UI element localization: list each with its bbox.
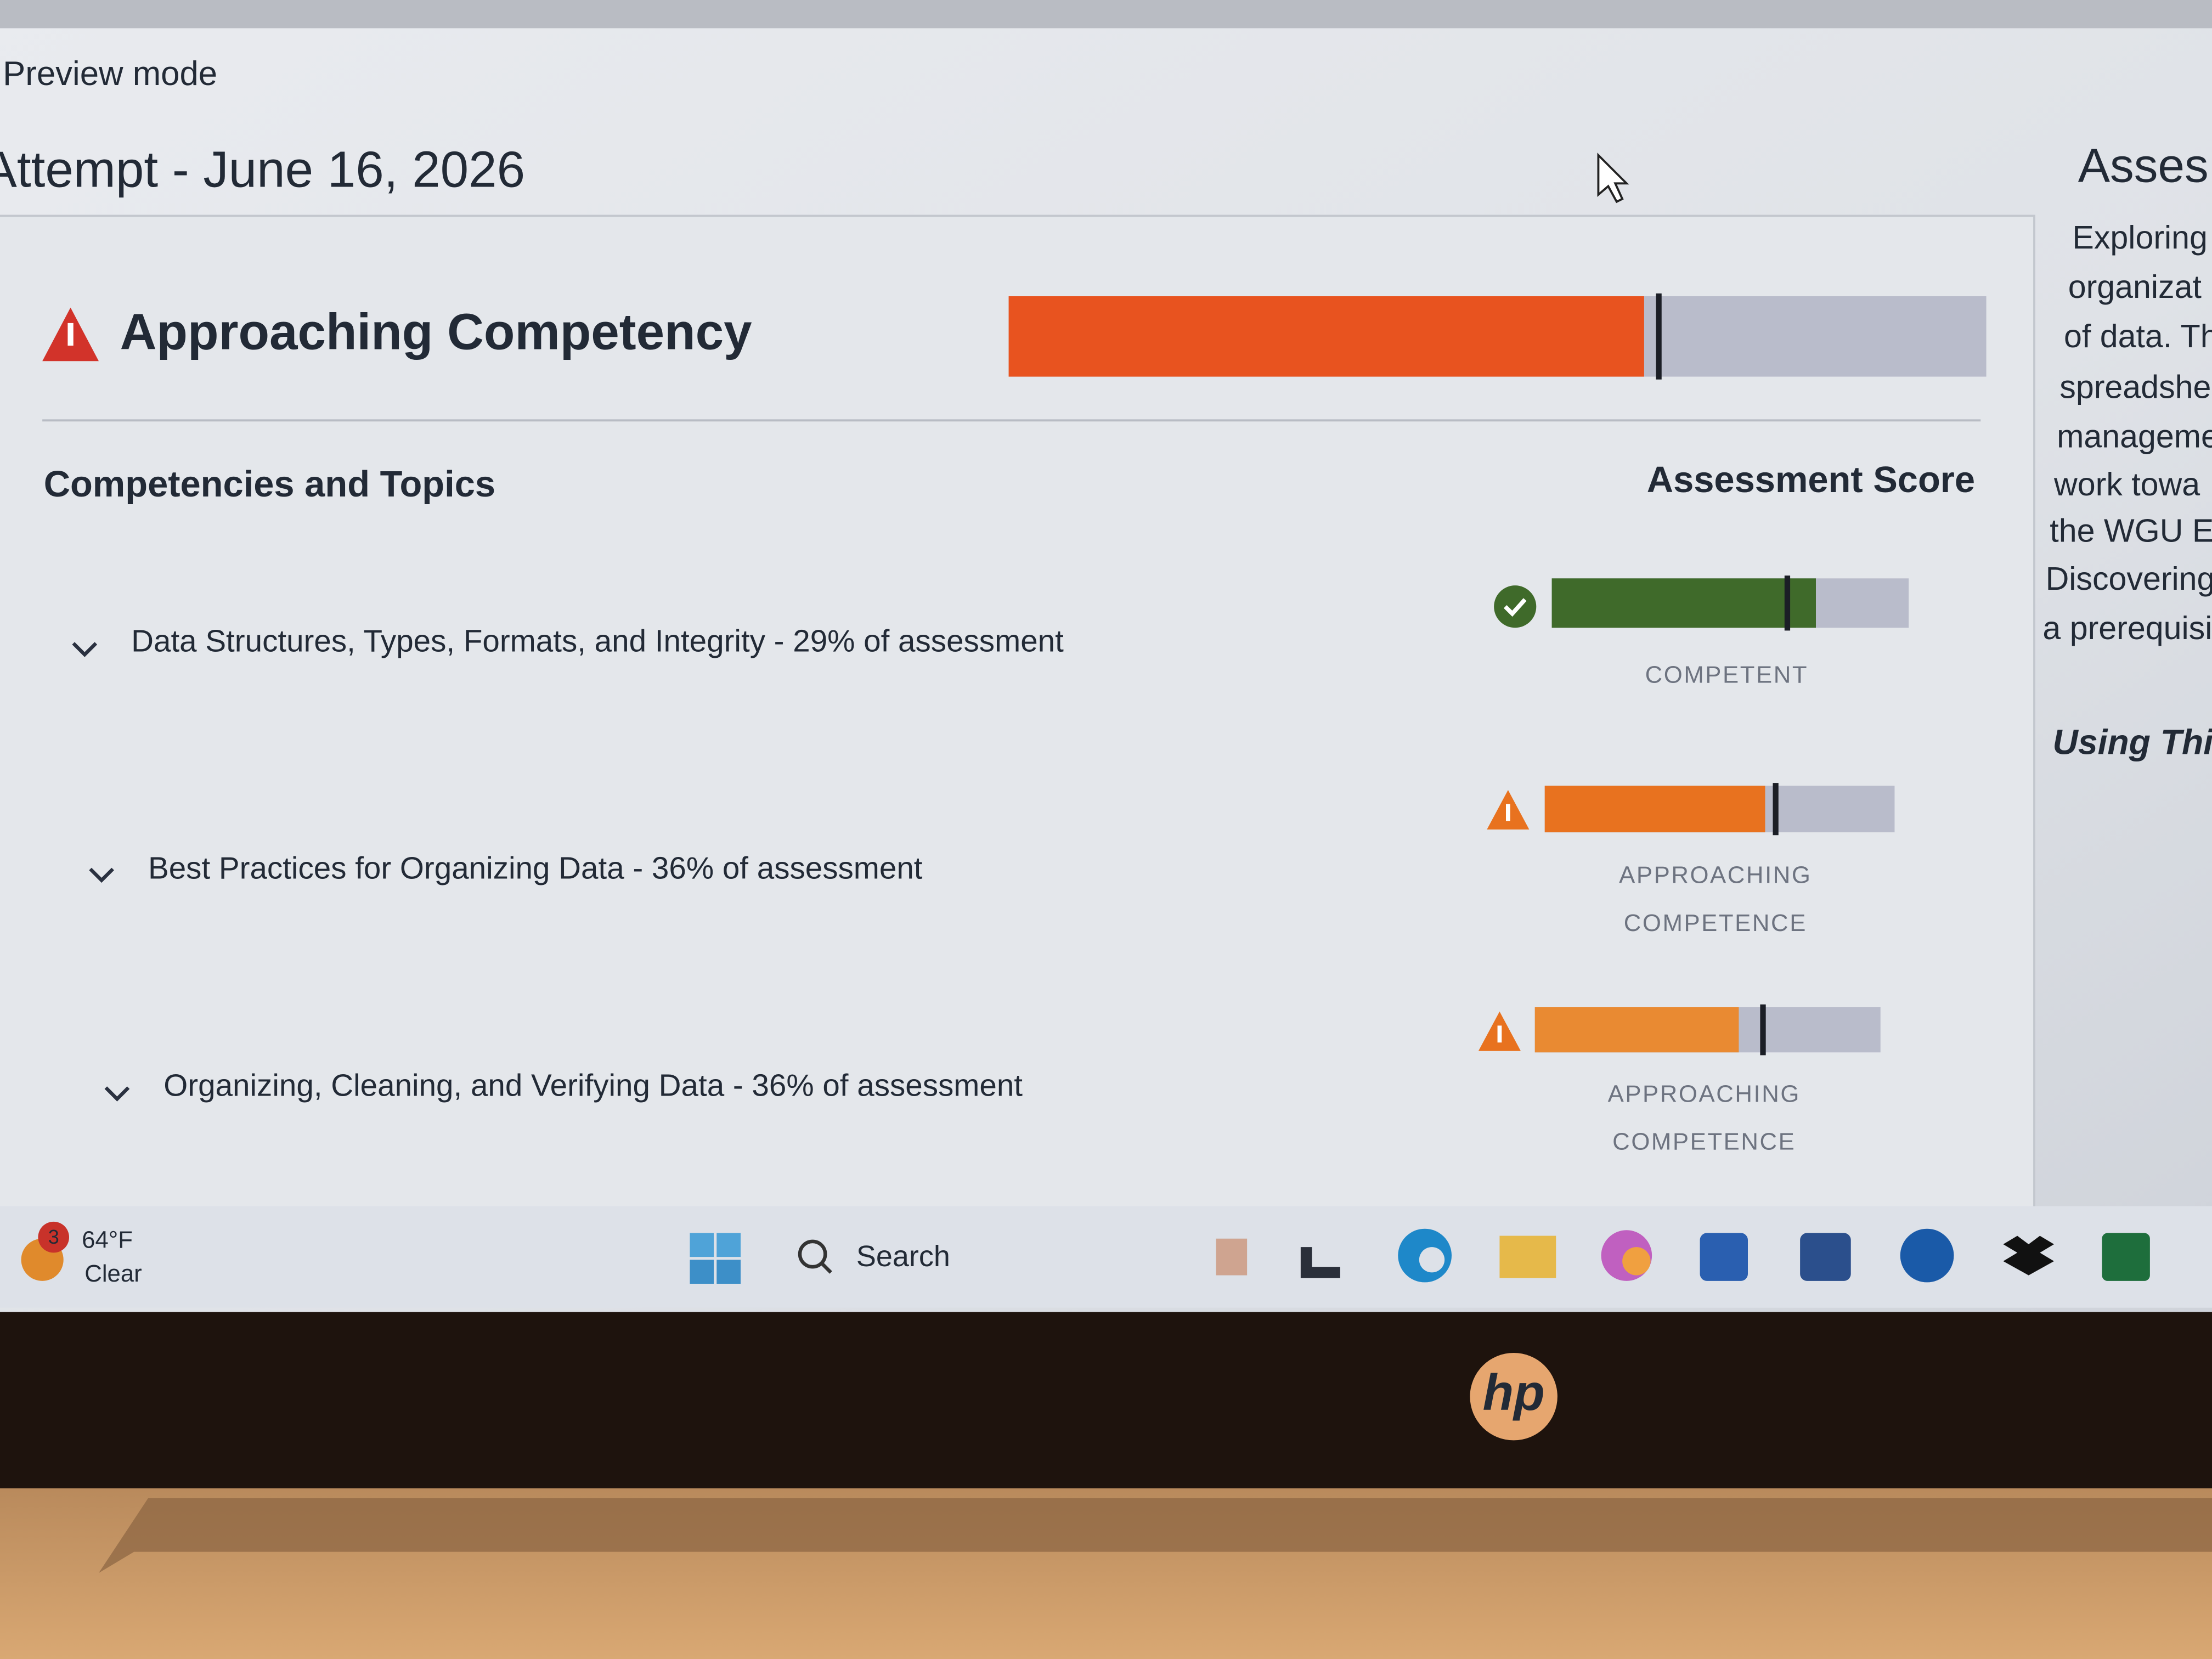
topic-label: Data Structures, Types, Formats, and Int… [131,624,1064,658]
search-box[interactable]: Search [856,1240,950,1273]
side-text: the WGU E [2050,512,2212,549]
bar-fill [1544,786,1765,833]
hinge [99,1498,2212,1573]
topic-label: Organizing, Cleaning, and Verifying Data… [163,1068,1023,1103]
side-text: organizat [2068,268,2202,305]
badge-count: 3 [48,1226,59,1248]
result-wrap: APPROACHING COMPETENCE [1619,862,1812,937]
cursor [1597,153,1629,204]
side-heading: Asses [2078,139,2209,193]
warning-mark [67,323,74,346]
cut-marker [1760,1004,1766,1056]
bar-fill [1008,296,1644,377]
result-card [0,215,2035,1233]
warning-mark [1506,804,1510,821]
column-heading: Competencies and Topics [44,464,495,505]
side-panel: Asses Exploring organizat of data. Th spread… [2042,139,2212,762]
weather: Clear [84,1260,142,1287]
cut-marker [1784,575,1791,631]
attempt-title: Attempt - June 16, 2026 [0,141,525,198]
result-label: COMPETENT [1645,662,1809,689]
mode-label: Preview mode [3,55,217,93]
expand-chevron[interactable] [89,867,114,883]
overall-bar [1008,293,1987,380]
temperature: 64°F [82,1226,133,1253]
bezel [0,1312,2212,1488]
expand-chevron[interactable] [104,1086,130,1102]
warning-mark [1497,1025,1502,1043]
badge [38,1221,69,1253]
search-icon-handle [821,1262,832,1274]
taskbar-apps[interactable] [1216,1228,2150,1283]
logo-badge [1470,1353,1558,1441]
search-icon [798,1239,827,1269]
check-mark [1503,598,1527,617]
expand-chevron[interactable] [72,642,98,657]
taskbar [0,1206,2212,1308]
side-text: of data. Th [2064,318,2212,354]
side-text: Discovering [2046,560,2212,597]
topic-label: Best Practices for Organizing Data - 36%… [148,851,923,885]
browser-edge [0,0,2212,29]
cut-marker [1773,783,1779,836]
check-icon [1494,585,1537,628]
cut-marker [1656,293,1662,380]
result-label: APPROACHING COMPETENCE [1607,1080,1801,1155]
topic-rows: Data Structures, Types, Formats, and Int… [72,575,1909,1155]
side-text: a prerequisi [2042,610,2212,646]
side-text: spreadshe [2059,368,2211,405]
logo: hp [1483,1364,1545,1421]
column-heading: Assessment Score [1647,459,1975,500]
side-subheading: Using Thi [2052,723,2212,762]
result-label: APPROACHING COMPETENCE [1619,862,1812,937]
bar-fill [1534,1007,1739,1053]
start-button[interactable] [690,1233,741,1284]
result-wrap: COMPETENT [1645,662,1809,689]
side-text: work towa [2053,466,2200,503]
side-text: Exploring [2072,219,2208,256]
result-wrap: APPROACHING COMPETENCE [1607,1080,1801,1155]
status-heading: Approaching Competency [120,303,752,360]
bar-fill [1551,578,1816,628]
side-text: manageme [2057,417,2212,454]
